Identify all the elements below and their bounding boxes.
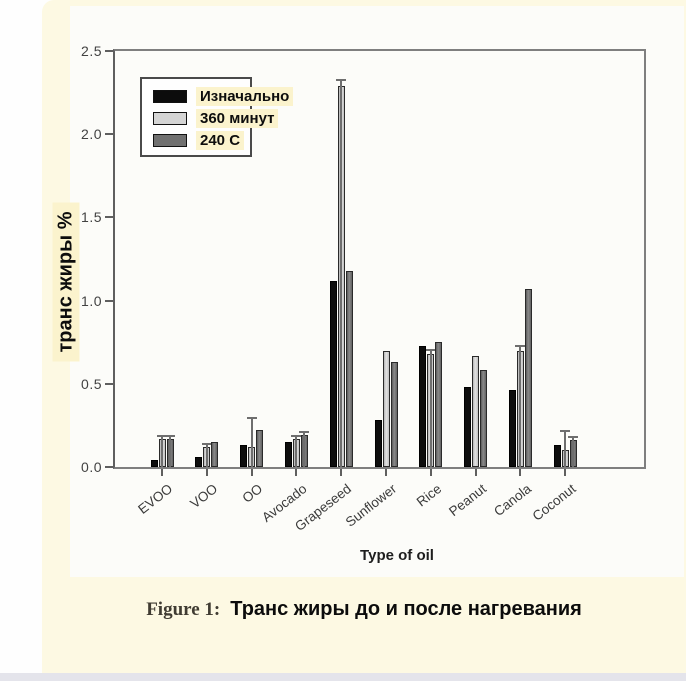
error-bar-cap [425, 349, 436, 351]
error-bar [161, 437, 163, 467]
y-tick-label: 1.5 [81, 209, 102, 226]
bar [508, 390, 516, 467]
error-bar [564, 432, 567, 467]
error-bar [429, 351, 432, 467]
legend: Изначально 360 минут 240 C [140, 77, 294, 157]
bar [419, 346, 427, 467]
error-bar-cap [299, 431, 310, 433]
x-tick-mark [161, 469, 163, 476]
error-bar-cap [246, 417, 257, 419]
x-tick-mark [340, 469, 343, 476]
y-tick-mark [105, 133, 113, 136]
bar [211, 442, 219, 467]
error-bar [169, 437, 171, 467]
bar [464, 387, 472, 467]
x-category-label: OO [239, 481, 265, 506]
legend-label: Изначально [196, 87, 294, 106]
bar [472, 356, 480, 467]
figure-title: Транс жиры до и после нагревания [230, 598, 582, 620]
bar [553, 445, 561, 467]
bar [256, 430, 264, 467]
bar [284, 442, 292, 467]
x-category-label: VOO [187, 481, 221, 512]
y-tick-mark [105, 299, 113, 302]
legend-swatch-icon [153, 90, 187, 103]
error-bar-cap [336, 79, 347, 81]
bar [435, 342, 443, 467]
bar [195, 457, 203, 467]
error-bar [572, 438, 575, 467]
x-tick-mark [205, 469, 208, 476]
legend-label: 240 C [196, 131, 245, 150]
y-tick-mark [105, 382, 113, 385]
legend-item: 360 минут [153, 109, 279, 128]
y-tick-label: 0.0 [81, 459, 102, 475]
error-bar-cap [157, 435, 167, 437]
x-category-label: Canola [490, 481, 534, 520]
figure-number: Figure 1: [146, 599, 221, 620]
bar [329, 281, 337, 467]
bar [374, 420, 382, 467]
legend-swatch-icon [153, 112, 187, 125]
error-bar-cap [165, 435, 175, 437]
error-bar-cap [560, 430, 571, 432]
x-tick-mark [429, 469, 432, 476]
bar [480, 370, 488, 467]
bar [150, 460, 158, 467]
bar [240, 445, 248, 467]
error-bar [303, 433, 306, 467]
error-bar [340, 81, 343, 467]
error-bar [295, 437, 298, 467]
y-tick-mark [105, 50, 113, 52]
error-bar [205, 445, 208, 467]
x-tick-mark [295, 469, 298, 476]
y-tick-mark [105, 216, 113, 219]
x-tick-mark [564, 469, 567, 476]
y-tick-label: 0.5 [81, 375, 102, 392]
x-tick-mark [519, 469, 522, 476]
legend-item: Изначально [153, 87, 294, 106]
bar [382, 351, 390, 467]
error-bar-cap [568, 436, 579, 438]
y-axis-title: транс жиры % [52, 202, 80, 362]
bar [390, 362, 398, 467]
error-bar-cap [291, 435, 302, 437]
bar [345, 271, 353, 467]
x-category-label: Coconut [529, 481, 579, 524]
x-tick-mark [385, 469, 387, 476]
x-category-label: Peanut [445, 481, 489, 520]
legend-item: 240 C [153, 131, 250, 150]
legend-label: 360 минут [196, 109, 279, 128]
y-tick-label: 2.0 [81, 126, 102, 143]
y-tick-label: 1.0 [81, 292, 102, 309]
error-bar [519, 347, 522, 467]
x-category-label: Rice [413, 481, 445, 510]
plot-area [113, 49, 646, 469]
x-tick-mark [250, 469, 253, 476]
page-bottom-bar [0, 673, 686, 681]
error-bar-cap [201, 443, 212, 445]
bar [524, 289, 532, 467]
figure-caption: Figure 1: Транс жиры до и после нагревани… [42, 598, 686, 621]
y-tick-mark [105, 466, 113, 468]
error-bar [250, 419, 253, 467]
x-axis-title: Type of oil [360, 547, 434, 564]
error-bar-cap [515, 345, 526, 347]
x-category-label: EVOO [135, 481, 176, 517]
y-tick-label: 2.5 [81, 43, 102, 59]
legend-swatch-icon [153, 134, 187, 147]
x-tick-mark [474, 469, 477, 476]
